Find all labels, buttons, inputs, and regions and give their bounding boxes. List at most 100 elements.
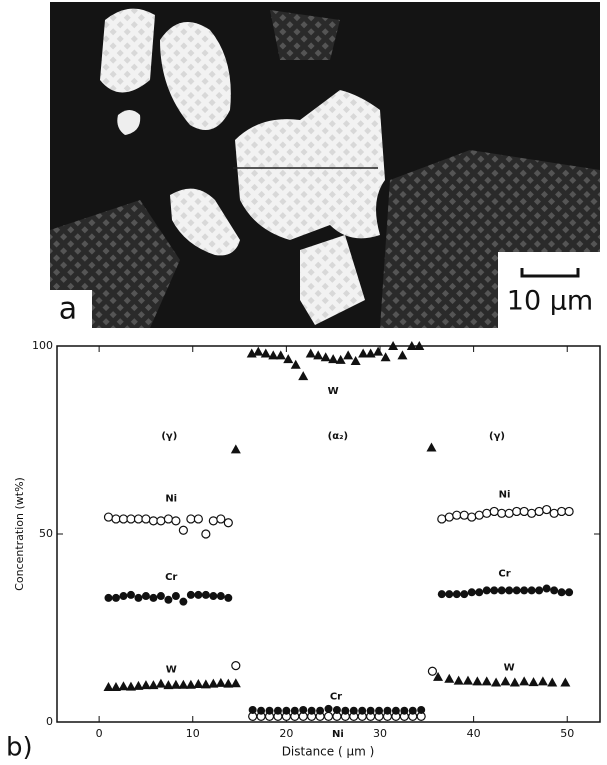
annotation: Cr	[498, 568, 510, 579]
circle-marker	[550, 509, 558, 517]
triangle-marker	[397, 350, 407, 359]
circle-marker	[453, 511, 461, 519]
circle-marker	[299, 706, 307, 714]
x-axis-label: Distance ( µm )	[282, 745, 375, 759]
circle-marker	[483, 586, 491, 594]
circle-marker	[266, 707, 274, 715]
circle-marker	[249, 706, 257, 714]
circle-marker	[428, 667, 436, 675]
triangle-marker	[231, 678, 241, 687]
circle-marker	[164, 596, 172, 604]
circle-marker	[179, 526, 187, 534]
panel-label: b)	[6, 733, 33, 763]
circle-marker	[325, 705, 333, 713]
circle-marker	[202, 591, 210, 599]
circle-marker	[438, 515, 446, 523]
circle-marker	[274, 707, 282, 715]
triangle-marker	[547, 678, 557, 687]
circle-marker	[543, 506, 551, 514]
circle-marker	[505, 509, 513, 517]
triangle-marker	[328, 354, 338, 363]
circle-marker	[217, 515, 225, 523]
circle-marker	[520, 586, 528, 594]
circle-marker	[543, 585, 551, 593]
triangle-marker	[291, 360, 301, 369]
figure: a 10 µm b) Concentration (wt%) Distance …	[0, 0, 607, 765]
circle-marker	[383, 707, 391, 715]
circle-marker	[149, 517, 157, 525]
circle-marker	[134, 594, 142, 602]
series-label: Cr	[165, 572, 177, 583]
circle-marker	[257, 707, 265, 715]
circle-marker	[187, 591, 195, 599]
circle-marker	[142, 515, 150, 523]
annotation: Ni	[332, 729, 344, 740]
triangle-marker	[156, 679, 166, 688]
circle-marker	[291, 707, 299, 715]
triangle-marker	[482, 676, 492, 685]
circle-marker	[358, 707, 366, 715]
circle-marker	[392, 707, 400, 715]
y-tick-label: 50	[39, 527, 53, 540]
circle-marker	[375, 707, 383, 715]
circle-marker	[528, 586, 536, 594]
triangle-marker	[216, 678, 226, 687]
circle-marker	[282, 707, 290, 715]
circle-marker	[558, 588, 566, 596]
circle-marker	[224, 594, 232, 602]
circle-marker	[535, 507, 543, 515]
triangle-marker	[500, 676, 510, 685]
circle-marker	[417, 706, 425, 714]
triangle-marker	[519, 676, 529, 685]
triangle-marker	[336, 355, 346, 364]
x-tick-label: 50	[560, 727, 574, 740]
circle-marker	[104, 513, 112, 521]
circle-marker	[565, 507, 573, 515]
circle-marker	[217, 592, 225, 600]
x-tick-label: 20	[279, 727, 293, 740]
annotation: (γ)	[161, 431, 177, 442]
circle-marker	[172, 592, 180, 600]
circle-marker	[104, 594, 112, 602]
triangle-marker	[231, 444, 241, 453]
circle-marker	[445, 590, 453, 598]
triangle-marker	[148, 680, 158, 689]
x-tick-label: 10	[186, 727, 200, 740]
circle-marker	[194, 515, 202, 523]
annotation: (α₂)	[328, 431, 348, 442]
triangle-marker	[444, 674, 454, 683]
circle-marker	[134, 515, 142, 523]
annotation: Ni	[499, 490, 511, 501]
circle-marker	[558, 507, 566, 515]
circle-marker	[409, 707, 417, 715]
triangle-marker	[261, 349, 271, 358]
y-tick-label: 0	[46, 715, 53, 728]
triangle-marker	[463, 676, 473, 685]
circle-marker	[164, 515, 172, 523]
triangle-marker	[343, 350, 353, 359]
circle-marker	[127, 515, 135, 523]
y-tick-label: 100	[32, 339, 53, 352]
circle-marker	[224, 519, 232, 527]
circle-marker	[453, 590, 461, 598]
circle-marker	[535, 586, 543, 594]
circle-marker	[550, 586, 558, 594]
triangle-marker	[366, 349, 376, 358]
circle-marker	[565, 588, 573, 596]
triangle-marker	[538, 676, 548, 685]
circle-marker	[194, 591, 202, 599]
triangle-marker	[253, 347, 263, 356]
triangle-marker	[454, 676, 464, 685]
circle-marker	[316, 707, 324, 715]
circle-marker	[468, 513, 476, 521]
circle-marker	[232, 662, 240, 670]
micrograph: a 10 µm	[50, 2, 600, 328]
circle-marker	[157, 517, 165, 525]
triangle-marker	[381, 352, 391, 361]
circle-marker	[498, 586, 506, 594]
x-tick-label: 0	[96, 727, 103, 740]
x-tick-label: 40	[467, 727, 481, 740]
circle-marker	[157, 592, 165, 600]
circle-marker	[350, 707, 358, 715]
circle-marker	[445, 513, 453, 521]
